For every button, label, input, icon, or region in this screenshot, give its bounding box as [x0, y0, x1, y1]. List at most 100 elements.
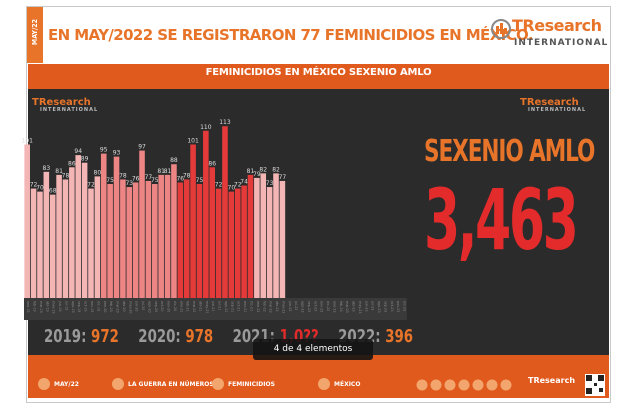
bar	[234, 188, 241, 298]
bar	[37, 191, 43, 298]
total-year-2020: 2020:	[138, 326, 181, 347]
bar-value-label: 94	[74, 148, 82, 155]
x-tick-label: ago-19	[71, 301, 75, 313]
x-tick-label: ago-21	[224, 301, 228, 313]
bar-value-label: 74	[240, 179, 248, 186]
x-tick-label: feb-22	[262, 301, 266, 312]
x-tick-label: ago-23	[377, 301, 381, 313]
bar-value-label: 113	[219, 119, 231, 126]
bar-value-label: 82	[259, 166, 267, 173]
bar-value-label: 76	[132, 175, 140, 182]
sexenio-total: 3,463	[424, 171, 579, 269]
x-tick-label: mar-23	[345, 301, 349, 313]
x-tick-label: oct-21	[237, 301, 241, 312]
bar	[113, 156, 120, 298]
logo-subtext: INTERNATIONAL	[514, 38, 609, 48]
x-tick-label: oct-22	[313, 301, 317, 312]
bar-value-label: 73	[266, 180, 274, 187]
x-tick-label: dic-20	[173, 301, 177, 311]
bar-value-label: 70	[36, 185, 44, 192]
x-tick-label: ene-20	[103, 301, 107, 313]
x-tick-label: nov-19	[90, 301, 94, 312]
bar-value-label: 81	[157, 168, 165, 175]
bar-value-label: 78	[183, 172, 191, 179]
x-tick-label: may-23	[358, 301, 362, 314]
bar	[222, 126, 228, 299]
footer-country: MÉXICO	[334, 381, 361, 388]
bar-value-label: 77	[279, 174, 287, 181]
bar	[49, 194, 56, 298]
x-tick-label: jun-22	[288, 300, 292, 311]
x-tick-label: abr-19	[45, 301, 49, 312]
x-tick-label: nov-21	[243, 301, 247, 312]
bar	[196, 184, 203, 298]
bar	[215, 188, 222, 298]
x-tick-label: sep-21	[230, 301, 234, 312]
bar-value-label: 101	[21, 137, 33, 144]
bar	[260, 173, 267, 298]
bar	[107, 184, 113, 298]
logo-text: TResearch	[512, 16, 602, 35]
bar-value-label: 88	[170, 157, 178, 164]
bar-value-label: 80	[94, 169, 102, 176]
bar-value-label: 72	[30, 182, 38, 189]
bar-value-label: 68	[49, 188, 57, 195]
x-tick-label: ene-23	[332, 301, 336, 313]
x-axis-strip	[24, 298, 407, 320]
x-tick-label: nov-23	[396, 301, 400, 312]
x-tick-label: ene-22	[256, 301, 260, 313]
bar-value-label: 76	[176, 175, 184, 182]
bar	[254, 177, 260, 298]
bar	[241, 185, 247, 298]
x-tick-label: nov-22	[320, 301, 324, 312]
x-tick-label: dic-19	[96, 301, 100, 311]
bar-value-label: 72	[215, 182, 223, 189]
x-tick-label: ene-19	[26, 301, 30, 313]
bar-value-label: 75	[106, 177, 114, 184]
bar-value-label: 78	[119, 172, 127, 179]
bar	[81, 162, 88, 298]
bar	[75, 155, 82, 298]
x-tick-label: abr-22	[275, 301, 279, 312]
bar	[56, 174, 62, 298]
x-tick-label: may-22	[281, 301, 285, 314]
footer-section: LA GUERRA EN NÚMEROS	[128, 381, 214, 388]
x-tick-label: may-20	[128, 301, 132, 314]
x-tick-label: jun-21	[211, 300, 215, 311]
logo-mark-icon	[491, 19, 511, 39]
female-icon	[212, 378, 224, 390]
x-tick-label: oct-23	[390, 301, 394, 312]
bar-value-label: 78	[62, 172, 70, 179]
map-icon	[318, 378, 330, 390]
bar	[94, 176, 101, 298]
x-tick-label: mar-22	[269, 301, 273, 313]
bar-value-label: 70	[228, 185, 236, 192]
headline: EN MAY/2022 SE REGISTRARON 77 FEMINICIDI…	[48, 26, 534, 44]
bar-value-label: 72	[87, 182, 95, 189]
x-tick-label: mar-21	[192, 301, 196, 313]
footer-logo: TResearch	[528, 376, 576, 385]
x-tick-label: ago-20	[147, 301, 151, 313]
x-tick-label: oct-19	[84, 301, 88, 312]
x-tick-label: may-21	[205, 301, 209, 314]
bar	[152, 184, 158, 298]
x-tick-label: dic-23	[403, 301, 407, 311]
x-tick-label: sep-23	[383, 301, 387, 312]
bar-value-label: 77	[145, 174, 153, 181]
x-tick-label: abr-21	[198, 301, 202, 312]
x-tick-label: jul-21	[218, 300, 222, 310]
x-tick-label: nov-20	[167, 301, 171, 312]
x-tick-label: jul-20	[141, 300, 145, 310]
bar-value-label: 101	[187, 137, 199, 144]
bar	[247, 174, 254, 298]
x-tick-label: oct-20	[160, 301, 164, 312]
x-tick-label: jul-23	[371, 300, 375, 310]
total-year-2019: 2019:	[44, 326, 87, 347]
bar	[266, 187, 273, 298]
x-tick-label: dic-21	[249, 301, 253, 311]
bar	[164, 174, 171, 298]
social-icons	[416, 379, 512, 391]
bar	[177, 182, 184, 298]
x-tick-label: jun-19	[58, 300, 62, 311]
x-tick-label: mar-20	[116, 301, 120, 313]
